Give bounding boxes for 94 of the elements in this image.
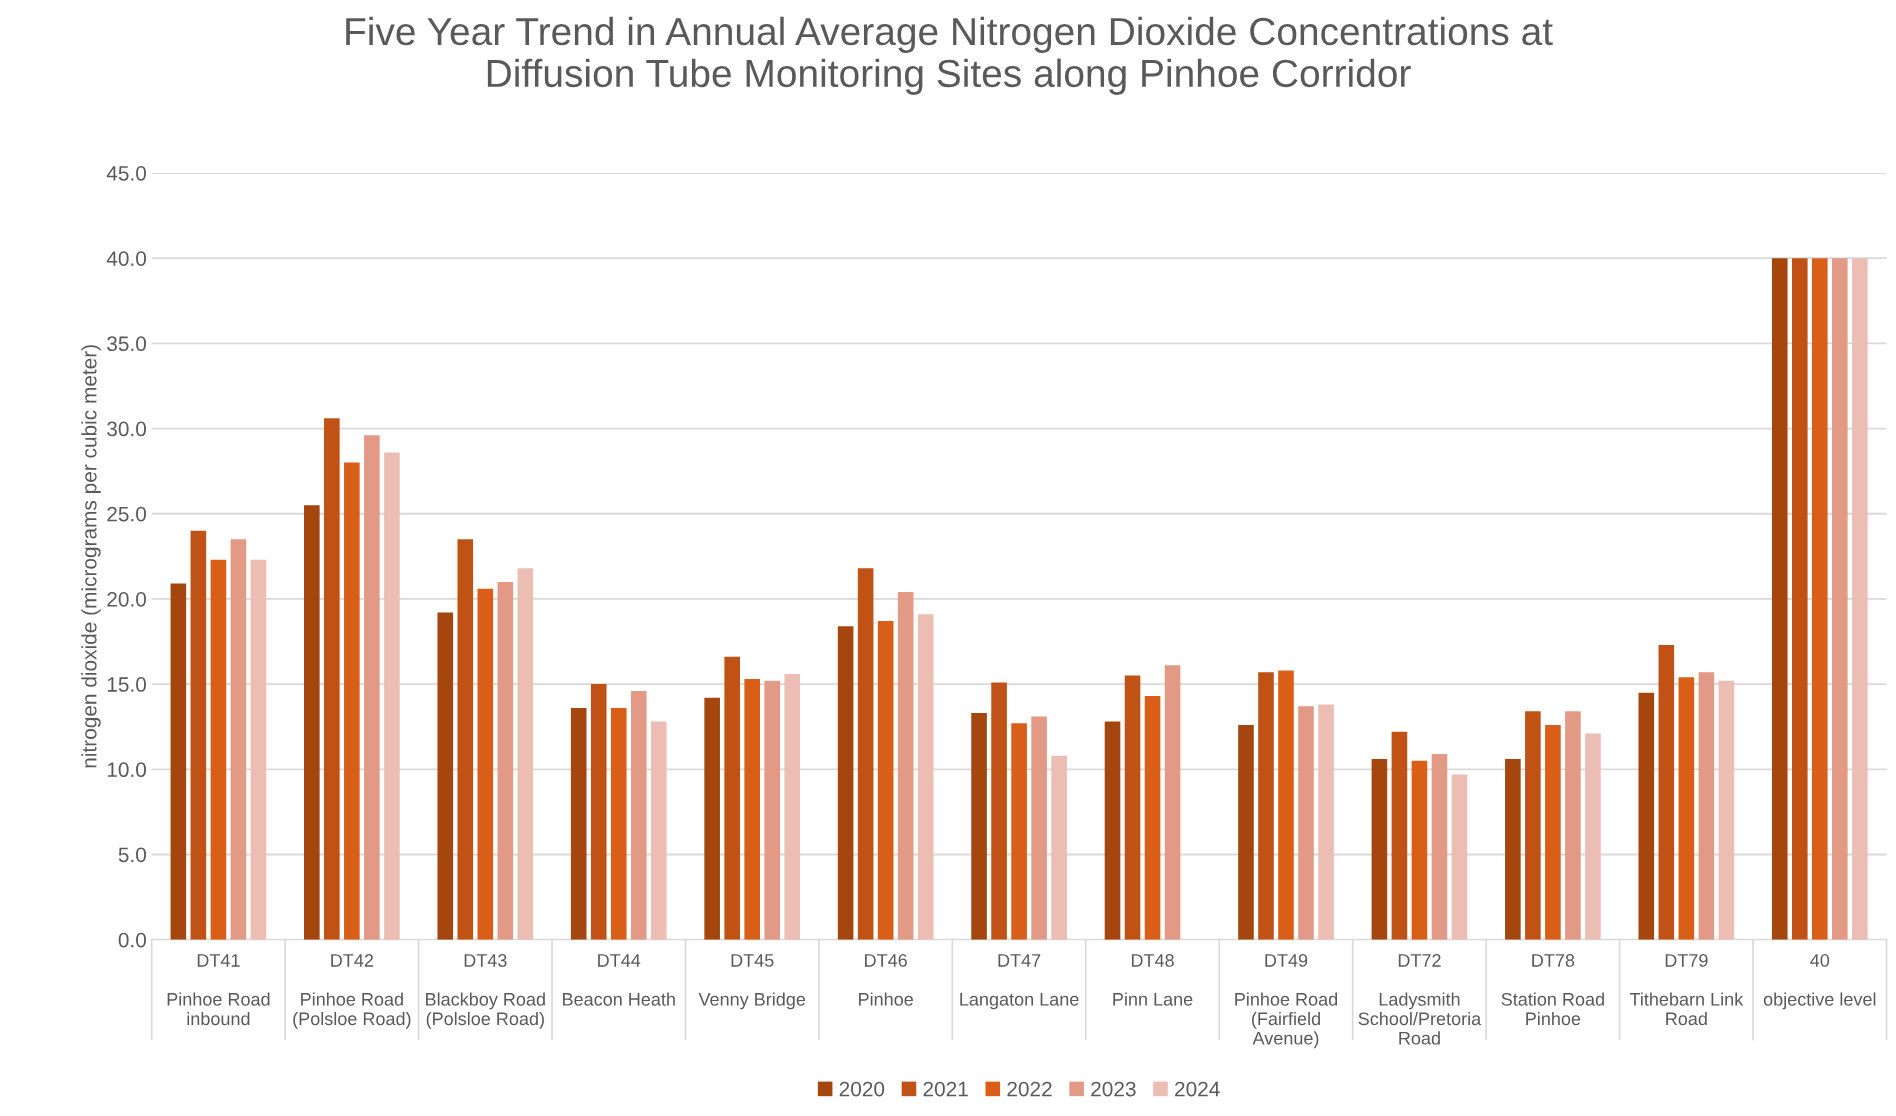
bar [784, 673, 801, 940]
bar [917, 614, 934, 940]
bar [1298, 706, 1314, 940]
bar [364, 435, 380, 940]
y-tick-label: 40.0 [106, 251, 147, 266]
bar [1811, 258, 1828, 940]
legend-label: 2024 [1175, 1081, 1220, 1097]
bar [304, 505, 320, 940]
bar [497, 581, 514, 940]
bar [344, 462, 360, 940]
bar [1031, 716, 1047, 940]
bar [1411, 760, 1428, 940]
category-label: DT44 Beacon Heath [563, 954, 675, 1006]
bar [877, 621, 894, 940]
y-tick-label: 0.0 [118, 932, 147, 948]
bar [897, 592, 914, 940]
bar [1658, 644, 1675, 940]
bar [1451, 774, 1468, 940]
bar [1124, 675, 1141, 940]
bar [1011, 723, 1027, 940]
category-label: 40 objective level [1763, 954, 1876, 1010]
bar [384, 452, 400, 940]
bar [1144, 696, 1161, 940]
bar [1164, 665, 1181, 940]
y-axis-title: nitrogen dioxide (micrograms per cubic meter) [81, 345, 101, 768]
bar [1638, 692, 1655, 940]
bar [837, 626, 854, 940]
y-tick-label: 25.0 [107, 506, 147, 522]
chart-title: Five Year Trend in Annual Average Nitrogen Dioxide Concentrations at Diffusion Tube Monitoring Sites along Pinhoe Corridor [346, 16, 1553, 95]
bar [1258, 672, 1274, 940]
bar [1051, 755, 1067, 940]
bar [650, 721, 667, 940]
bar [1678, 677, 1695, 940]
category-label: DT43 Blackboy Road (Polsloe Road) [426, 954, 545, 1029]
bar [630, 690, 647, 940]
category-label: DT72 Ladysmith School/Pretoria Road [1358, 954, 1482, 1045]
y-tick-label: 20.0 [107, 591, 147, 607]
bar [1565, 711, 1581, 940]
bar [857, 568, 874, 940]
y-tick-label: 10.0 [107, 762, 147, 778]
category-label: DT79 Tithebarn Link Road [1629, 954, 1744, 1026]
category-label: DT41 Pinhoe Road inbound [167, 954, 270, 1026]
bar [971, 713, 987, 940]
bar [610, 707, 627, 940]
bar [1104, 721, 1121, 940]
bar [517, 568, 534, 940]
category-label: DT78 Station Road Pinhoe [1501, 954, 1604, 1026]
category-label: DT42 Pinhoe Road (Polsloe Road) [293, 954, 411, 1029]
bar [230, 539, 247, 940]
bar [210, 559, 227, 940]
bar [991, 682, 1007, 940]
y-tick-label: 30.0 [107, 421, 147, 437]
bar [457, 539, 474, 940]
bar [1718, 680, 1735, 940]
bar [1371, 759, 1388, 940]
bar [1278, 670, 1294, 940]
bar [1698, 672, 1715, 940]
y-tick-label: 15.0 [107, 677, 147, 692]
bar [1238, 725, 1254, 940]
legend-label: 2023 [1091, 1081, 1136, 1097]
bar [1832, 258, 1848, 940]
bar [1771, 258, 1788, 940]
bar [724, 656, 740, 940]
category-label: DT46 Pinhoe [859, 954, 913, 1006]
bar [1525, 711, 1541, 940]
bar [437, 612, 454, 940]
y-tick-label: 5.0 [118, 847, 147, 863]
category-label: DT49 Pinhoe Road (Fairfield Avenue) [1235, 954, 1338, 1049]
bar [1505, 759, 1521, 940]
bar [590, 684, 607, 940]
bar [1545, 725, 1561, 940]
bar [1391, 731, 1408, 940]
bar [190, 530, 207, 940]
bar [744, 679, 761, 940]
bar [1791, 258, 1808, 940]
bar [1852, 258, 1868, 940]
category-label: DT47 Langaton Lane [960, 954, 1079, 1010]
bar [570, 707, 587, 940]
bar [250, 559, 267, 940]
bar [1431, 753, 1448, 940]
bar [704, 697, 720, 940]
bar [477, 588, 494, 940]
bar [170, 583, 187, 940]
bar [1318, 704, 1334, 940]
legend-label: 2022 [1007, 1081, 1052, 1097]
y-tick-label: 45.0 [106, 165, 147, 181]
legend-label: 2020 [839, 1081, 885, 1097]
category-label: DT48 Pinn Lane [1113, 954, 1193, 1006]
bar [1585, 733, 1601, 940]
category-label: DT45 Venny Bridge [698, 954, 806, 1010]
bar [764, 680, 781, 940]
bar [324, 418, 340, 940]
y-tick-label: 35.0 [107, 336, 147, 352]
legend-label: 2021 [923, 1081, 968, 1097]
